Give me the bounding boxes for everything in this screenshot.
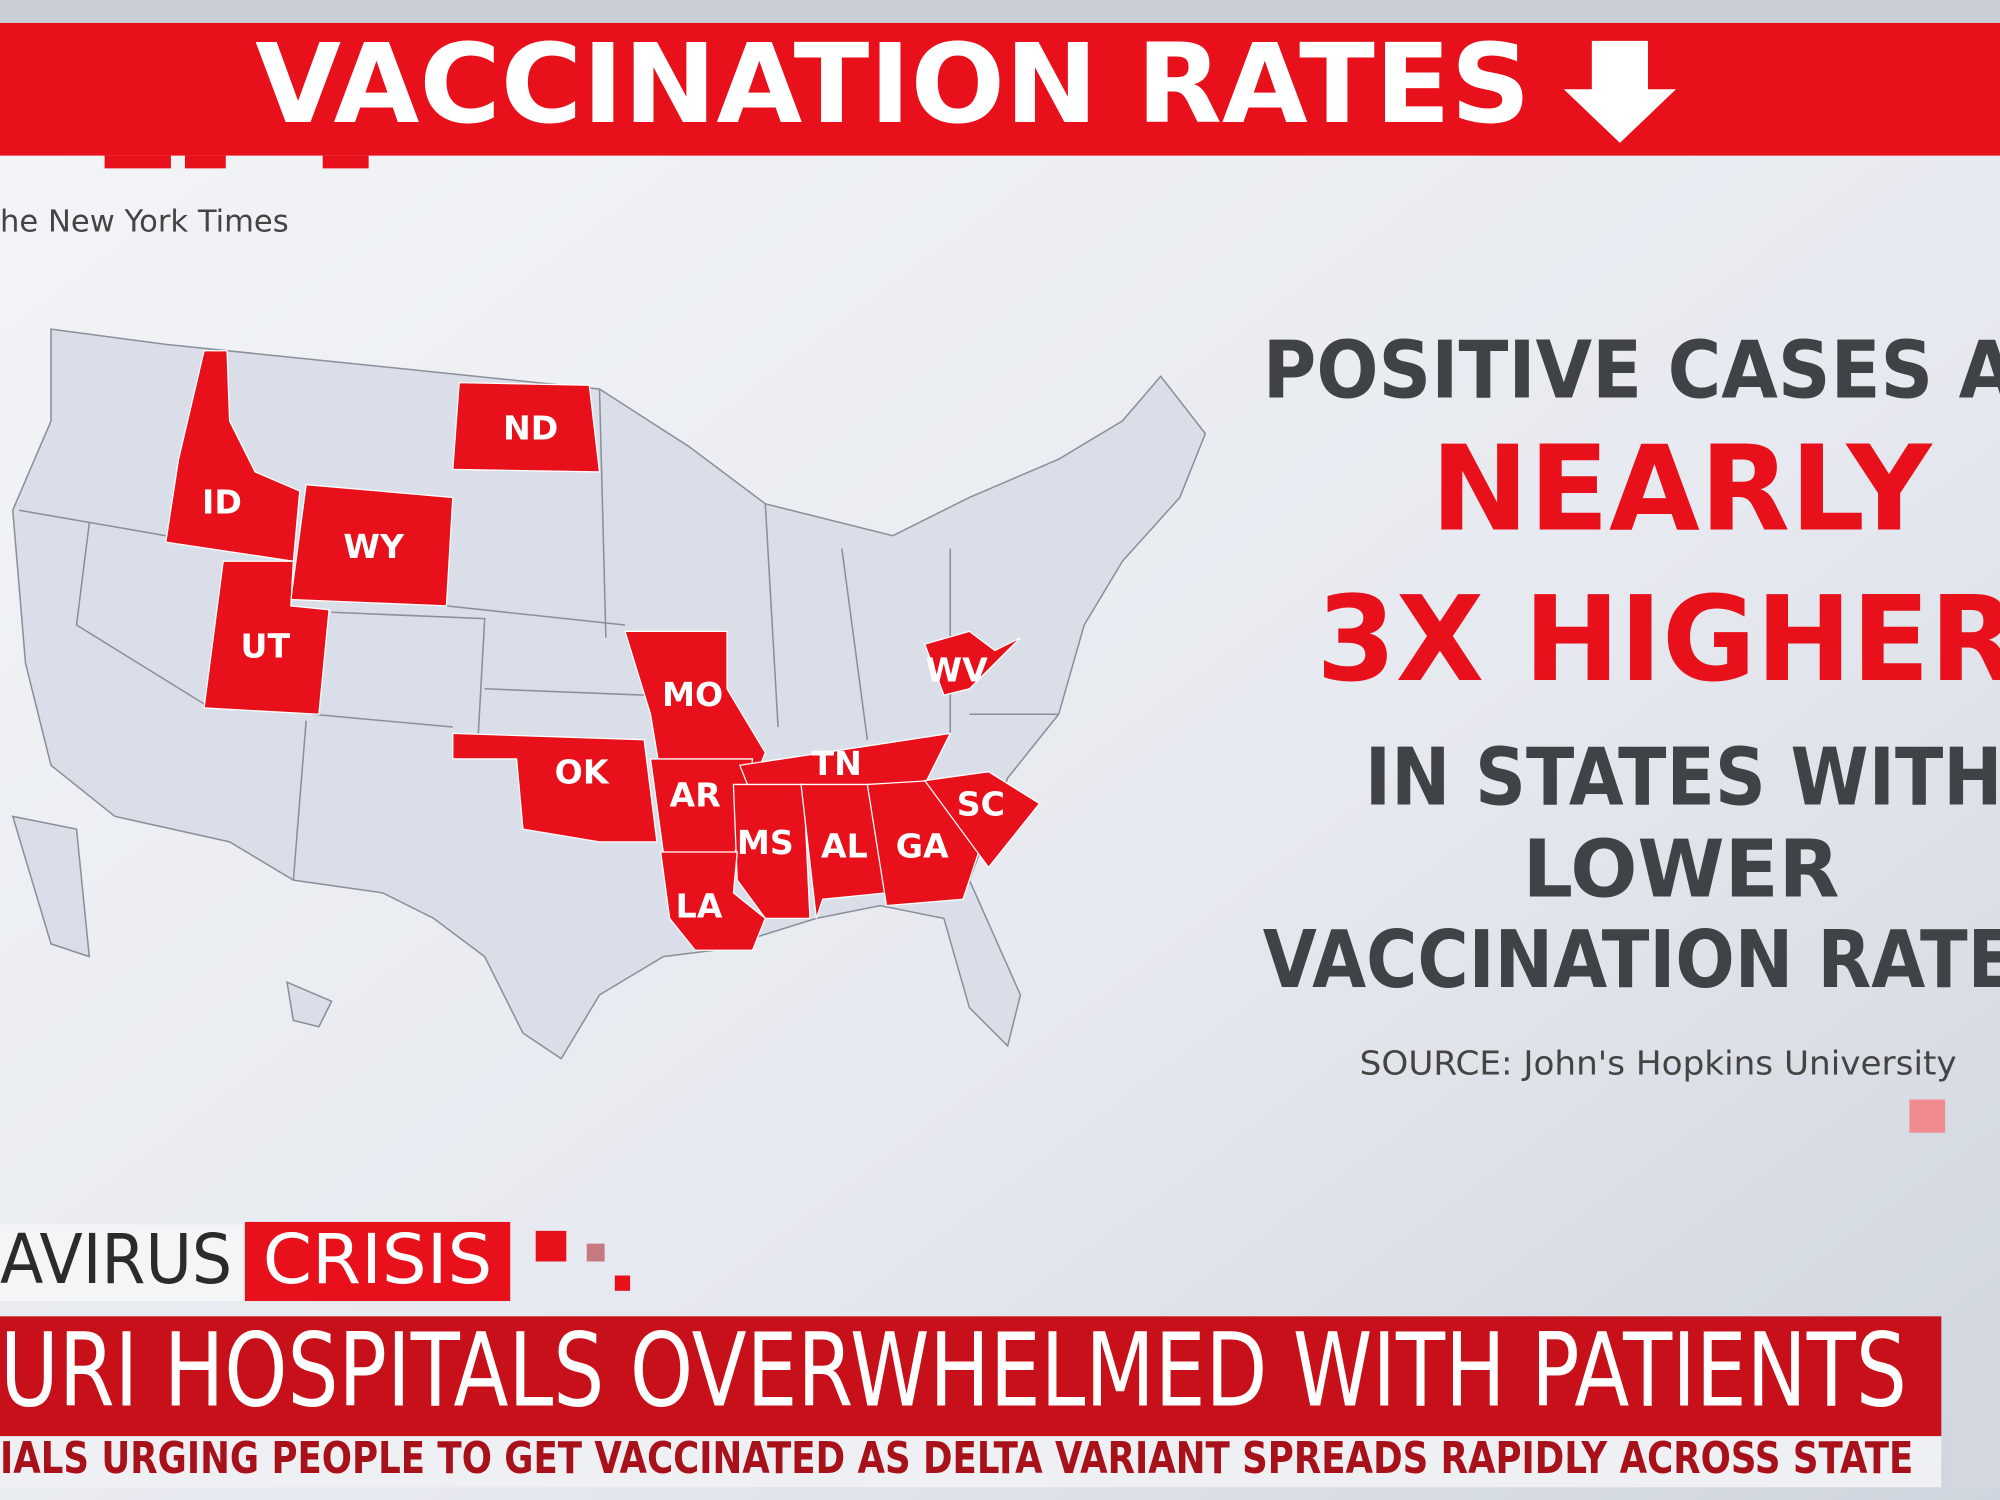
us-map xyxy=(11,328,1207,1060)
tag-right-box xyxy=(244,1221,511,1302)
panel-text: VACCINATION RATE xyxy=(1263,914,2000,1006)
panel-text: POSITIVE CASES A xyxy=(1263,325,2000,417)
state-label: LA xyxy=(676,887,723,926)
tag-right: CRISIS xyxy=(263,1220,493,1300)
state-label: WY xyxy=(343,527,405,566)
deco xyxy=(1909,1099,1946,1133)
state-label: AL xyxy=(821,827,868,866)
top-strip xyxy=(0,0,2000,23)
state-label: MO xyxy=(662,675,723,714)
credit: he New York Times xyxy=(0,205,289,240)
state-label: TN xyxy=(812,744,862,783)
state-label: GA xyxy=(896,827,949,866)
deco xyxy=(104,155,171,169)
deco xyxy=(614,1275,631,1291)
headline: URI HOSPITALS OVERWHELMED WITH PATIENTS xyxy=(0,1311,1907,1430)
tag-left-box xyxy=(0,1224,243,1302)
tag-left: AVIRUS xyxy=(0,1220,232,1300)
state-label: AR xyxy=(670,776,721,815)
deco xyxy=(586,1243,605,1262)
panel-emphasis: NEARLY xyxy=(1431,421,1934,558)
panel-text: IN STATES WITH xyxy=(1365,732,2000,824)
state-label: WV xyxy=(926,651,989,690)
state-label: ID xyxy=(202,482,242,521)
state-label: OK xyxy=(555,753,610,792)
down-arrow xyxy=(1563,40,1677,143)
state-label: MS xyxy=(737,823,794,862)
panel-emphasis: 3X HIGHER xyxy=(1316,571,2000,708)
headline-bar xyxy=(0,1316,1942,1437)
deco xyxy=(535,1230,567,1262)
subline-bar xyxy=(0,1436,1942,1488)
subline: IALS URGING PEOPLE TO GET VACCINATED AS … xyxy=(0,1434,1913,1484)
panel-text: LOWER xyxy=(1523,823,1840,915)
state-label: ND xyxy=(503,408,558,447)
state-label: UT xyxy=(241,626,291,665)
title: VACCINATION RATES xyxy=(255,20,1531,148)
deco xyxy=(322,155,369,169)
side-box xyxy=(1951,1316,2000,1488)
deco xyxy=(184,155,226,169)
source: SOURCE: John's Hopkins University xyxy=(1360,1044,1957,1083)
state-label: SC xyxy=(957,785,1005,824)
